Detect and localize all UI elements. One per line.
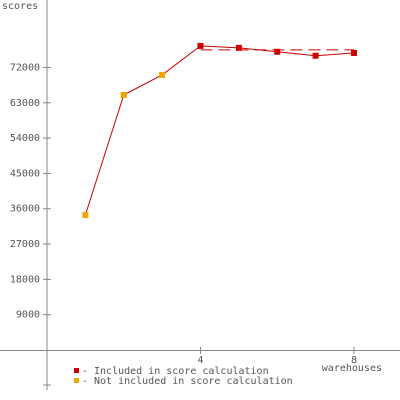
y-tick-label: 72000 [10,62,40,73]
y-axis-label: scores [2,1,38,12]
y-tick-label: 9000 [16,310,40,321]
data-point [274,48,281,55]
x-tick-label: 8 [351,355,357,366]
data-point [197,42,204,49]
y-tick-label: 18000 [10,274,40,285]
line-segment [200,45,239,49]
y-tick-label: 36000 [10,204,40,215]
line-segment [315,52,354,57]
data-point [159,71,166,78]
legend: - Included in score calculation- Not inclu… [74,366,293,387]
data-point [312,52,319,59]
line-segment [161,45,201,76]
legend-dash: - [82,376,88,387]
legend-swatch [74,378,79,383]
line-segment [123,74,163,96]
data-point [350,49,357,56]
legend-label: Included in score calculation [94,366,269,377]
line-segment [238,47,278,53]
y-tick-label: 54000 [10,133,40,144]
data-point [120,91,127,98]
x-axis-label: warehouses [322,363,382,374]
y-tick-label: 45000 [10,168,40,179]
legend-label: Not included in score calculation [94,376,293,387]
line-segment [84,94,125,216]
y-tick-label: 63000 [10,98,40,109]
line-segment [277,51,316,57]
data-point [235,44,242,51]
y-tick-label: 27000 [10,239,40,250]
legend-swatch [74,368,79,373]
data-point [82,212,89,219]
legend-dash: - [82,366,88,377]
x-tick-label: 4 [197,355,203,366]
